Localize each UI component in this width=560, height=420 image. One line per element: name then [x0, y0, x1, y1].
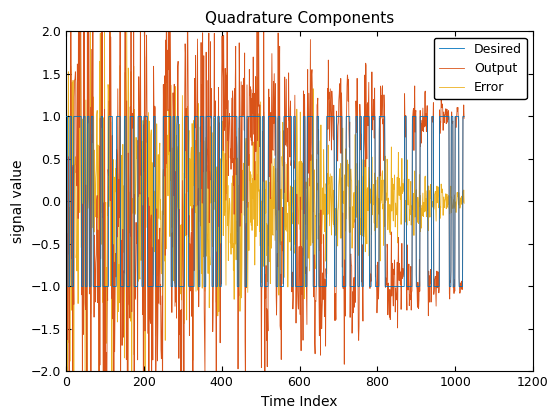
Desired — [256, 114, 263, 119]
Output — [256, 102, 263, 108]
Output — [71, 302, 77, 307]
Desired — [63, 114, 69, 119]
Desired — [402, 114, 409, 119]
Error — [192, 138, 199, 143]
Line: Output: Output — [66, 0, 464, 420]
Error — [71, 387, 77, 392]
Title: Quadrature Components: Quadrature Components — [205, 11, 394, 26]
Line: Desired: Desired — [66, 116, 464, 286]
X-axis label: Time Index: Time Index — [262, 395, 338, 409]
Desired — [381, 114, 388, 119]
Error — [461, 201, 468, 206]
Desired — [64, 284, 71, 289]
Legend: Desired, Output, Error: Desired, Output, Error — [434, 38, 527, 99]
Desired — [192, 114, 199, 119]
Output — [192, 53, 199, 58]
Error — [403, 198, 409, 203]
Error — [381, 224, 388, 229]
Desired — [71, 114, 78, 119]
Line: Error: Error — [66, 0, 464, 420]
Output — [461, 116, 468, 121]
Desired — [461, 114, 468, 119]
Output — [381, 139, 388, 144]
Error — [256, 187, 263, 192]
Error — [219, 118, 226, 123]
Output — [403, 113, 409, 118]
Output — [219, 34, 226, 39]
Error — [63, 20, 69, 25]
Desired — [218, 114, 225, 119]
Y-axis label: signal value: signal value — [11, 160, 25, 243]
